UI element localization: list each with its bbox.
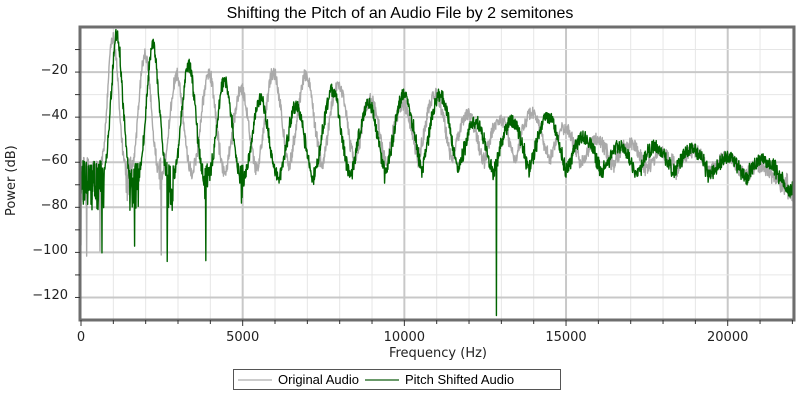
- series-line-shifted: [80, 28, 795, 317]
- legend-label-shifted: Pitch Shifted Audio: [404, 372, 515, 387]
- y-tick-label: −60: [40, 153, 68, 169]
- x-tick-label: 15000: [545, 330, 587, 345]
- x-tick-label: 10000: [383, 330, 426, 345]
- y-tick-label: −80: [40, 198, 68, 214]
- chart-title: Shifting the Pitch of an Audio File by 2…: [226, 5, 574, 22]
- series-layer: [80, 28, 795, 317]
- axes-frame: [75, 25, 796, 326]
- x-tick-label: 5000: [226, 330, 260, 345]
- x-tick-label: 0: [76, 330, 86, 345]
- legend-line-icon-original: [238, 378, 272, 381]
- x-axis-label: Frequency (Hz): [388, 346, 488, 361]
- legend-item-shifted: Pitch Shifted Audio: [364, 372, 515, 387]
- legend-label-original: Original Audio: [278, 372, 359, 387]
- legend-line-icon-shifted: [364, 378, 399, 381]
- legend: Original Audio Pitch Shifted Audio: [233, 369, 561, 390]
- y-tick-label: −20: [40, 63, 68, 79]
- legend-item-original: Original Audio: [238, 372, 359, 387]
- x-tick-label: 20000: [707, 330, 749, 345]
- y-tick-label: −100: [32, 243, 68, 259]
- y-tick-label: −40: [40, 108, 68, 124]
- y-tick-label: −120: [32, 288, 68, 304]
- y-axis-label: Power (dB): [4, 145, 19, 216]
